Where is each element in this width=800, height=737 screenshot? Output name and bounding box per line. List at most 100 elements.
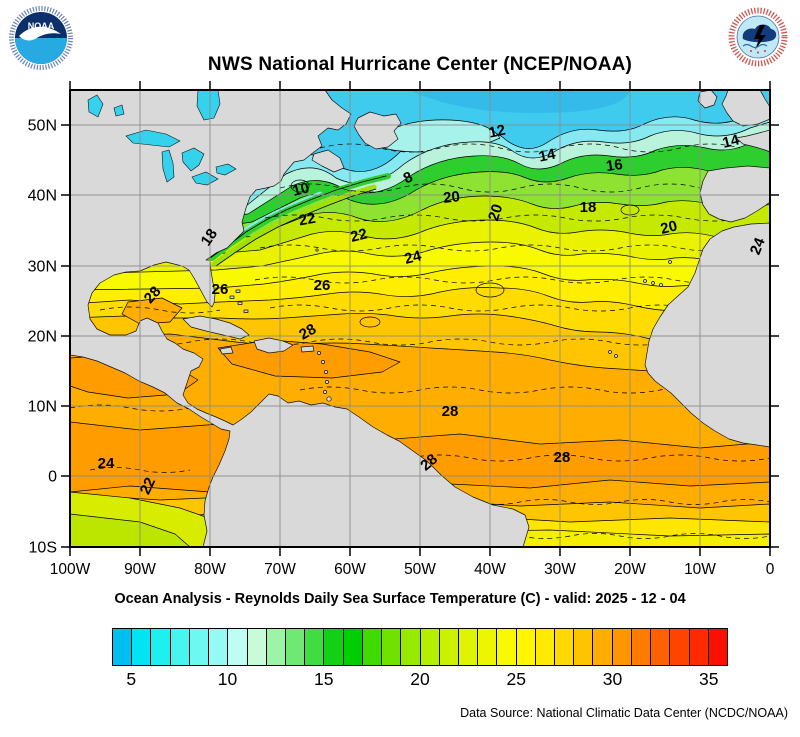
contour-label: 22 (298, 210, 317, 230)
nws-logo-star (757, 51, 759, 54)
contour-label: 14 (537, 145, 557, 165)
land-hispaniola (253, 337, 294, 354)
map-subtitle: Ocean Analysis - Reynolds Daily Sea Surf… (114, 591, 686, 607)
colorbar-cell (516, 629, 536, 665)
land-nova-scotia (311, 149, 345, 173)
colorbar-cell (478, 629, 498, 665)
colorbar-cell (612, 629, 632, 665)
lat-label: 30N (28, 259, 57, 276)
nws-logo-star (764, 50, 766, 52)
lon-label: 100W (50, 561, 91, 578)
contour-label: 20 (485, 202, 506, 223)
contour-label: 20 (442, 188, 460, 207)
colorbar-cell (439, 629, 459, 665)
colorbar-cell (420, 629, 440, 665)
colorbar-cell (670, 629, 690, 665)
lon-label: 90W (124, 561, 156, 578)
land-cuba (182, 315, 250, 340)
lake-michigan (161, 149, 175, 183)
colorbar-cell (458, 629, 479, 665)
contour-label: 12 (487, 122, 507, 142)
lon-label: 60W (334, 561, 366, 578)
colorbar-cell (343, 629, 363, 665)
colorbar-cell (266, 629, 286, 665)
colorbar-cell (247, 629, 267, 665)
colorbar-tick-label: 5 (126, 669, 137, 689)
nws-logo-ring-text (728, 7, 788, 67)
colorbar-cell (574, 629, 594, 665)
contour-label: 26 (212, 281, 229, 298)
contour-label: 28 (296, 321, 319, 344)
lat-label: 40N (28, 188, 57, 205)
data-source-note: Data Source: National Climatic Data Cent… (460, 706, 788, 720)
noaa-logo-bird-icon (19, 26, 61, 41)
colorbar-cell (209, 629, 229, 665)
colorbar-cell (593, 629, 613, 665)
land-bahamas (229, 289, 249, 313)
contour-label: 18 (580, 199, 597, 216)
lake-huron (181, 147, 205, 172)
land-newfoundland (353, 111, 402, 150)
nws-logo (727, 6, 789, 73)
contour-label: 14 (721, 131, 742, 152)
colorbar-cell (362, 629, 383, 665)
lake-winnipeg (87, 94, 104, 118)
contour-label: 26 (314, 277, 331, 294)
nws-logo-waves-icon (742, 43, 768, 49)
contour-label: 18 (198, 226, 221, 249)
colorbar-cell (113, 629, 133, 665)
lat-label: 10S (29, 540, 57, 557)
colorbar-tick-label: 35 (699, 669, 719, 689)
colorbar-tick-label: 30 (602, 669, 623, 689)
colorbar-cell (382, 629, 402, 665)
colorbar-cell (631, 629, 652, 665)
colorbar-cell (170, 629, 190, 665)
colorbar-cell (285, 629, 306, 665)
map-frame (69, 89, 771, 548)
contour-label: 10 (291, 179, 311, 200)
contour-label: 24 (98, 455, 115, 472)
lake-erie (191, 171, 219, 186)
land-puerto-rico (300, 345, 315, 353)
colorbar-tick-label: 20 (410, 669, 430, 689)
contour-label: 20 (659, 217, 679, 238)
lon-label: 0 (766, 561, 775, 578)
noaa-logo-text: NOAA (28, 21, 55, 31)
colorbar-cell (401, 629, 421, 665)
colorbar-cell (555, 629, 575, 665)
lon-label: 70W (264, 561, 296, 578)
land-iberia (699, 165, 771, 223)
colorbar-tick-label: 25 (506, 669, 526, 689)
landmasses (69, 89, 771, 548)
colorbar-cell (708, 629, 727, 665)
land-france (735, 129, 771, 153)
lon-label: 50W (404, 561, 436, 578)
lon-label: 30W (544, 561, 576, 578)
temperature-colorbar (112, 628, 728, 666)
noaa-logo-ring-text (9, 6, 73, 70)
land-atlantic-islands (608, 260, 672, 358)
colorbar-cell (305, 629, 325, 665)
sst-map: 12 10 8 14 16 14 18 20 20 20 22 22 24 24 18 26 26 28 28 28 2… (12, 76, 782, 588)
land-lesser-antilles (315, 248, 332, 402)
lake-ontario (215, 163, 237, 176)
small-lake (113, 104, 125, 117)
contour-label: 16 (605, 156, 624, 175)
lat-label: 0 (48, 469, 57, 486)
colorbar-tick-labels: 5 10 15 20 25 30 35 (112, 669, 728, 693)
lat-lon-grid (70, 90, 770, 547)
land-jamaica (219, 346, 234, 355)
lat-label: 20N (28, 329, 57, 346)
contour-label: 28 (554, 449, 571, 466)
lon-label: 10W (684, 561, 716, 578)
noaa-logo: NOAA (8, 5, 74, 76)
lon-label: 20W (614, 561, 646, 578)
lon-label: 80W (194, 561, 226, 578)
colorbar-cell (689, 629, 709, 665)
colorbar-tick-label: 15 (314, 669, 334, 689)
colorbar-cell (151, 629, 171, 665)
colorbar-cell (324, 629, 344, 665)
page-title: NWS National Hurricane Center (NCEP/NOAA… (207, 54, 633, 75)
noaa-logo-sea (15, 38, 67, 64)
